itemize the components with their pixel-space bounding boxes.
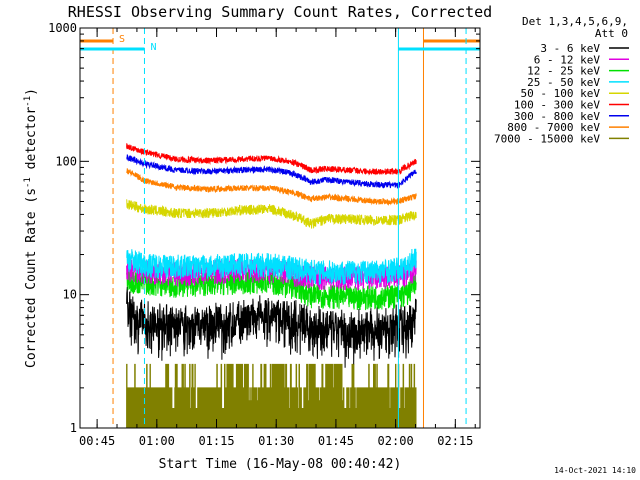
y-axis: 1000 100 10 1 <box>48 21 480 435</box>
legend-entry-label: 800 - 7000 keV <box>507 121 600 134</box>
legend-entry-label: 300 - 800 keV <box>514 110 600 123</box>
annotation-layer: SN <box>80 28 480 428</box>
annotation-label: N <box>150 42 156 53</box>
series-line <box>126 199 417 229</box>
series-line <box>126 168 417 207</box>
x-tick-label: 01:15 <box>198 434 234 448</box>
legend-header-line-1: Det 1,3,4,5,6,9, <box>522 15 628 28</box>
y-axis-label-unit-exp: -1 <box>23 96 33 107</box>
y-axis-label: Corrected Count Rate (s-1 detector-1) <box>23 88 39 368</box>
x-axis: 00:45 01:00 01:15 01:30 01:45 02:00 02:15 <box>79 28 476 448</box>
y-axis-label-exp: -1 <box>23 177 33 188</box>
legend-header-line-2: Att 0 <box>595 27 628 40</box>
footer-timestamp: 14-Oct-2021 14:10 <box>554 466 636 475</box>
y-tick-label: 100 <box>55 154 77 168</box>
series-line <box>126 363 417 428</box>
y-axis-label-main: Corrected Count Rate (s <box>24 188 39 368</box>
x-tick-label: 00:45 <box>79 434 115 448</box>
y-tick-label: 1 <box>70 421 77 435</box>
x-tick-label: 01:30 <box>258 434 294 448</box>
legend-entry-label: 3 - 6 keV <box>540 42 600 55</box>
legend-entry-label: 6 - 12 keV <box>534 53 601 66</box>
legend-entry-label: 12 - 25 keV <box>527 65 600 78</box>
x-axis-label: Start Time (16-May-08 00:40:42) <box>159 457 402 472</box>
annotation-label: S <box>119 34 125 45</box>
legend-entry-label: 100 - 300 keV <box>514 99 600 112</box>
legend-entry-label: 7000 - 15000 keV <box>494 132 600 145</box>
legend-entry-label: 50 - 100 keV <box>521 87 601 100</box>
series-line <box>126 154 417 189</box>
legend-entry-label: 25 - 50 keV <box>527 76 600 89</box>
chart-title: RHESSI Observing Summary Count Rates, Co… <box>68 3 492 21</box>
y-axis-label-unit: detector <box>24 107 39 178</box>
x-tick-label: 02:00 <box>378 434 414 448</box>
series-line <box>126 248 417 285</box>
y-tick-label: 10 <box>63 288 77 302</box>
y-tick-label: 1000 <box>48 21 77 35</box>
plot-frame <box>79 27 481 429</box>
x-tick-label: 01:45 <box>318 434 354 448</box>
series-line <box>126 143 417 176</box>
series-line <box>126 268 417 311</box>
x-tick-label: 02:15 <box>437 434 473 448</box>
series-line <box>126 286 417 368</box>
series-layer <box>126 143 417 428</box>
x-tick-label: 01:00 <box>139 434 175 448</box>
y-axis-label-close: ) <box>24 88 39 96</box>
